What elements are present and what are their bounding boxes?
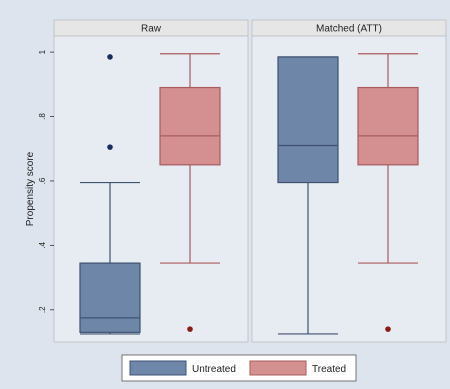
outlier-point [385, 326, 391, 332]
legend-swatch [249, 360, 307, 376]
box-untreated [79, 54, 141, 335]
legend-item-treated: Treated [249, 360, 346, 376]
legend-swatch [129, 360, 187, 376]
box-treated [357, 53, 419, 332]
box-iqr [357, 86, 419, 166]
y-tick-label: .6 [38, 177, 47, 184]
box-iqr [277, 56, 339, 184]
outlier-point [107, 144, 113, 150]
outlier-point [187, 326, 193, 332]
y-axis-title: Propensity score [25, 151, 36, 226]
legend-label: Untreated [192, 364, 236, 375]
panels: Raw Matched (ATT) [53, 19, 447, 343]
panel-title: Matched (ATT) [316, 24, 382, 35]
box-iqr [159, 86, 221, 166]
y-tick-label: .8 [38, 113, 47, 120]
legend-item-untreated: Untreated [129, 360, 236, 376]
box-treated [159, 53, 221, 332]
outlier-point [107, 54, 113, 60]
box-untreated [277, 56, 339, 335]
y-tick-label: .4 [38, 241, 47, 248]
y-tick-label: .2 [38, 306, 47, 313]
panel-matched: Matched (ATT) [251, 19, 447, 343]
legend-label: Treated [312, 364, 346, 375]
y-axis: .2 .4 .6 .8 1 [38, 49, 54, 313]
panel-raw: Raw [53, 19, 249, 343]
box-iqr [79, 262, 141, 333]
panel-title: Raw [141, 24, 162, 35]
legend: Untreated Treated [121, 354, 357, 382]
y-tick-label: 1 [38, 49, 47, 54]
